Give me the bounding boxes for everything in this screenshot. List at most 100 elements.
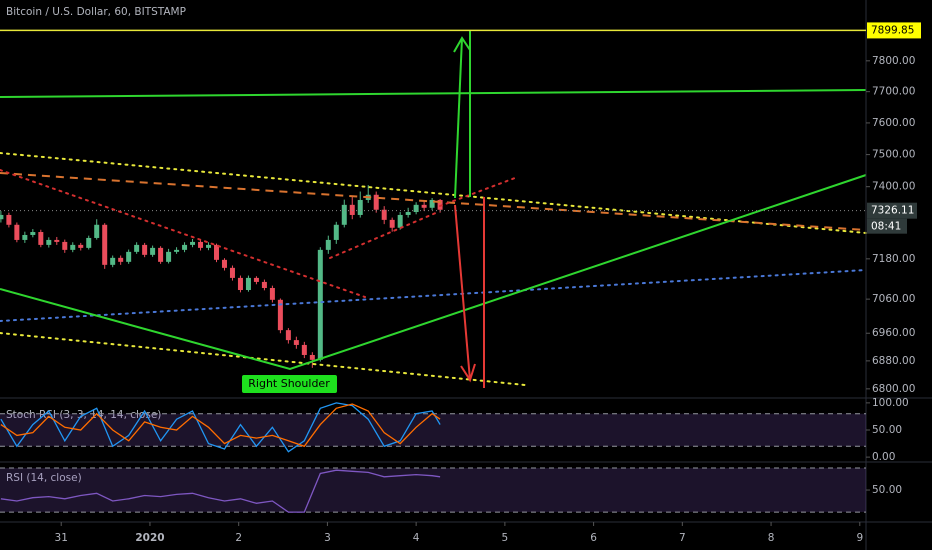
candle-body xyxy=(325,239,331,250)
candle-body xyxy=(126,251,132,262)
y-tick-label: 6880.00 xyxy=(872,355,915,367)
candle-body xyxy=(14,224,20,240)
arrow xyxy=(454,37,463,199)
candle-body xyxy=(317,249,323,360)
candle-body xyxy=(269,287,275,300)
drawings xyxy=(0,30,867,388)
candle-body xyxy=(94,224,100,238)
candle-body xyxy=(206,244,212,248)
candle-body xyxy=(285,330,291,341)
candle-body xyxy=(293,340,299,345)
y-tick-label: 100.00 xyxy=(872,397,909,409)
candle-body xyxy=(413,204,419,213)
x-tick-label: 5 xyxy=(502,532,509,544)
candle-body xyxy=(166,251,172,262)
trend-line xyxy=(0,269,867,322)
candle-body xyxy=(405,212,411,215)
y-tick-label: 7500.00 xyxy=(872,149,915,161)
trend-line xyxy=(0,169,366,298)
candle-body xyxy=(22,234,28,240)
candle-body xyxy=(62,241,68,250)
candle-body xyxy=(102,224,108,265)
candle-body xyxy=(341,204,347,225)
y-tick-label: 7060.00 xyxy=(872,293,915,305)
candle-body xyxy=(110,257,116,265)
candle-body xyxy=(357,199,363,215)
indicator-line xyxy=(0,403,441,448)
x-tick-label: 7 xyxy=(679,532,686,544)
arrow xyxy=(454,204,471,381)
y-tick-label: 50.00 xyxy=(872,424,902,436)
last-price-box xyxy=(867,202,917,219)
candle-body xyxy=(30,232,36,235)
annotation-box xyxy=(242,375,337,393)
candle-body xyxy=(277,299,283,331)
candle-body xyxy=(381,209,387,220)
candle-body xyxy=(261,281,267,288)
x-tick-label: 6 xyxy=(590,532,597,544)
countdown: 08:41 xyxy=(871,221,901,233)
candle-body xyxy=(221,259,227,268)
candle-body xyxy=(46,239,52,245)
y-tick-label: 7800.00 xyxy=(872,55,915,67)
trend-line xyxy=(0,152,867,234)
candle-body xyxy=(174,249,180,252)
candle-body xyxy=(237,277,243,291)
y-tick-label: 7400.00 xyxy=(872,181,915,193)
trend-line xyxy=(439,177,516,207)
candle-body xyxy=(150,247,156,255)
x-tick-label: 3 xyxy=(324,532,331,544)
candle-body xyxy=(6,214,12,225)
x-tick-label: 9 xyxy=(856,532,863,544)
candle-body xyxy=(118,257,124,262)
band-fill xyxy=(0,413,866,447)
x-tick-label: 2020 xyxy=(135,532,164,544)
candle-body xyxy=(389,219,395,228)
candle-body xyxy=(190,241,196,245)
candle-body xyxy=(70,244,76,250)
candle-body xyxy=(214,244,219,260)
candle-body xyxy=(229,267,235,278)
candle-body xyxy=(309,354,315,360)
y-tick-label: 7600.00 xyxy=(872,117,915,129)
candle-body xyxy=(86,237,92,248)
band-fill xyxy=(0,467,866,513)
x-tick-label: 2 xyxy=(235,532,242,544)
candle-body xyxy=(38,232,44,245)
price-label: 7899.85 xyxy=(871,24,914,36)
arrow-head xyxy=(460,363,476,383)
price-label-box xyxy=(867,22,921,39)
candle-body xyxy=(198,241,204,248)
arrow-head xyxy=(453,36,471,53)
candle-body xyxy=(429,199,435,208)
candle-body xyxy=(437,199,443,210)
y-tick-label: 7700.00 xyxy=(872,86,915,98)
candle-body xyxy=(158,247,164,262)
candle-body xyxy=(421,204,427,208)
candle-body xyxy=(245,277,251,291)
y-tick-label: 6960.00 xyxy=(872,327,915,339)
candle-body xyxy=(333,224,339,240)
chart-title: Bitcoin / U.S. Dollar, 60, BITSTAMP xyxy=(6,6,186,18)
countdown-box xyxy=(867,218,907,234)
indicator-title: RSI (14, close) xyxy=(6,472,82,484)
y-tick-label: 7180.00 xyxy=(872,253,915,265)
trend-line xyxy=(0,172,867,231)
candle-body xyxy=(253,277,259,282)
candle-body xyxy=(78,244,84,248)
x-tick-label: 31 xyxy=(55,532,68,544)
candle-body xyxy=(54,239,60,242)
candle-body xyxy=(373,194,379,210)
y-tick-label: 0.00 xyxy=(872,451,895,463)
trend-line xyxy=(0,89,867,98)
last-price-label: 7326.11 xyxy=(871,205,914,217)
candle-body xyxy=(142,244,148,255)
candle-body xyxy=(0,214,4,220)
x-tick-label: 4 xyxy=(413,532,420,544)
indicator-line xyxy=(0,469,441,513)
trend-line xyxy=(0,174,867,371)
candle-body xyxy=(182,244,188,250)
x-tick-label: 8 xyxy=(768,532,775,544)
candle-body xyxy=(397,214,403,228)
